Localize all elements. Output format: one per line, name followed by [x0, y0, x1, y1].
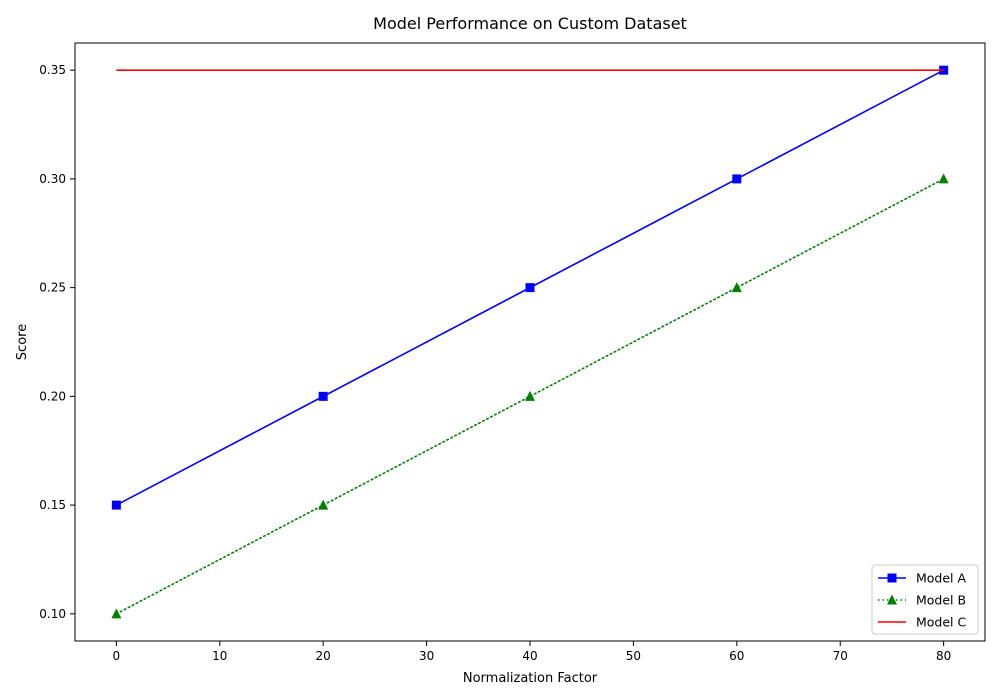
x-tick-label: 50 [626, 649, 641, 663]
legend-marker [887, 594, 897, 605]
x-axis-label: Normalization Factor [463, 671, 598, 686]
legend-label: Model C [916, 615, 967, 630]
legend-label: Model A [916, 571, 967, 586]
y-axis-ticks: 0.10 0.15 0.20 0.25 0.30 0.35 [39, 63, 75, 621]
legend-label: Model B [916, 593, 966, 608]
y-axis-label: Score [15, 324, 30, 360]
data-point [525, 283, 535, 293]
x-tick-label: 40 [522, 649, 537, 663]
x-tick-label: 30 [419, 649, 434, 663]
legend: Model A Model B Model C [871, 564, 979, 635]
data-point [111, 500, 121, 510]
legend-box [871, 564, 979, 635]
x-tick-label: 60 [729, 649, 744, 663]
y-tick-label: 0.20 [39, 389, 66, 403]
x-tick-label: 10 [212, 649, 227, 663]
series-model-a [111, 65, 949, 510]
y-tick-label: 0.30 [39, 172, 66, 186]
chart-title: Model Performance on Custom Dataset [373, 14, 687, 33]
data-point [111, 608, 122, 619]
data-point [731, 282, 742, 293]
data-point [318, 391, 328, 401]
series-layer [111, 65, 949, 619]
legend-marker [887, 573, 897, 583]
data-point [318, 499, 329, 510]
y-tick-label: 0.25 [39, 281, 66, 295]
plot-area-frame [74, 42, 986, 642]
x-tick-label: 0 [113, 649, 121, 663]
data-point [938, 173, 949, 184]
y-tick-label: 0.35 [39, 63, 66, 77]
y-tick-label: 0.10 [39, 607, 66, 621]
legend-item: Model B [878, 593, 966, 608]
x-tick-label: 70 [833, 649, 848, 663]
legend-item: Model A [878, 571, 967, 586]
x-tick-label: 20 [316, 649, 331, 663]
y-tick-label: 0.15 [39, 498, 66, 512]
data-point [732, 174, 742, 184]
x-tick-label: 80 [936, 649, 951, 663]
legend-item: Model C [878, 615, 967, 630]
x-axis-ticks: 0 10 20 30 40 50 60 70 80 [113, 641, 951, 663]
series-model-b [111, 173, 949, 619]
data-point [525, 390, 535, 401]
